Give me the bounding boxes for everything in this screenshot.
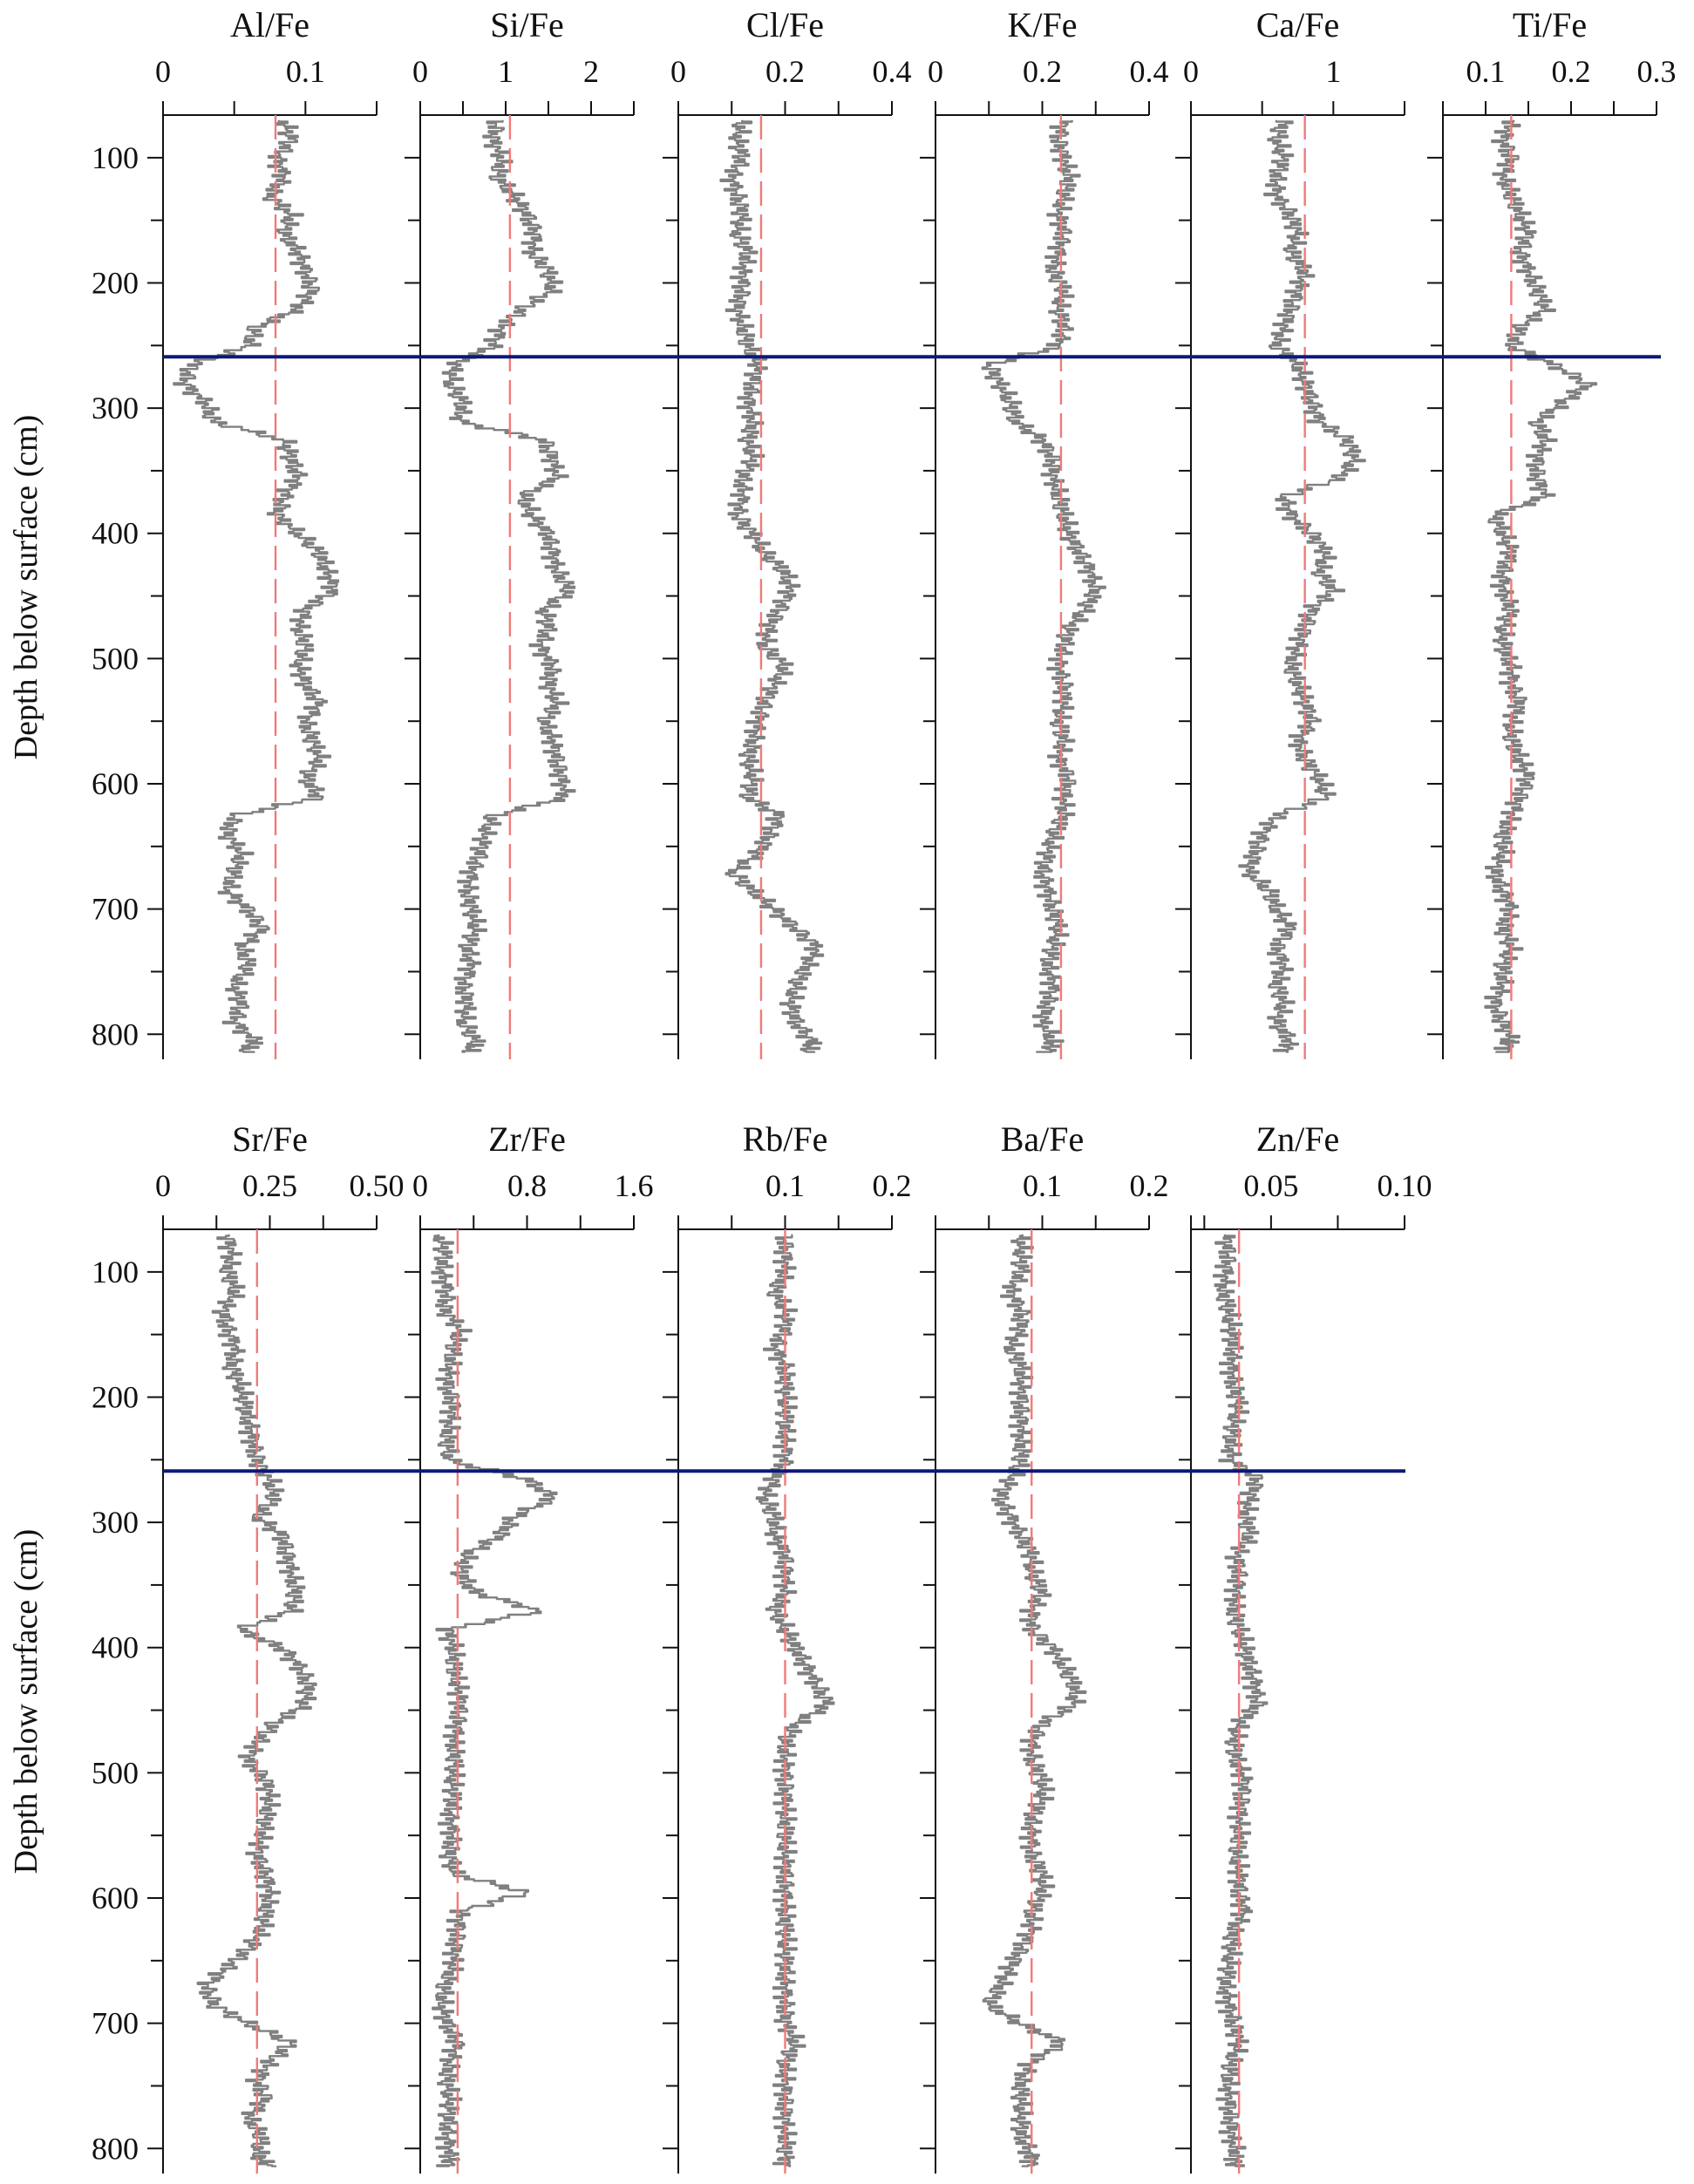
panel-ba-fe: Ba/Fe 0.1 0.2 (920, 1119, 1169, 2174)
x-tick-label: 1.6 (615, 1168, 654, 1203)
ratio-profile-line (719, 119, 825, 1053)
y-tick-label: 400 (92, 516, 139, 551)
panel-si-fe: Si/Fe 0 1 2 (405, 5, 635, 1059)
y-tick-label: 700 (92, 2006, 139, 2041)
x-tick-label: 0.4 (873, 54, 912, 89)
x-tick-label: 0.1 (1466, 54, 1506, 89)
x-tick-label: 0 (155, 1168, 171, 1203)
x-tick-label: 0.2 (1023, 54, 1062, 89)
x-tick-label: 0.10 (1378, 1168, 1432, 1203)
panel-ca-fe: Ca/Fe 0 1 (1175, 5, 1405, 1059)
x-tick-label: 0 (412, 1168, 428, 1203)
y-tick-label: 800 (92, 1017, 139, 1051)
x-tick-label: 0.2 (1130, 1168, 1169, 1203)
x-tick-label: 0 (928, 54, 943, 89)
y-tick-label: 700 (92, 892, 139, 927)
y-tick-label: 100 (92, 140, 139, 175)
panel-zr-fe: Zr/Fe 0 0.8 1.6 (405, 1119, 654, 2174)
ratio-profile-line (173, 119, 340, 1053)
panel-rb-fe: Rb/Fe 0.1 0.2 (663, 1119, 912, 2174)
panel-title: Ti/Fe (1513, 5, 1587, 44)
y-tick-label: 500 (92, 1755, 139, 1790)
y-tick-label: 600 (92, 766, 139, 801)
panel-title: Al/Fe (230, 5, 310, 44)
panel-title: Zr/Fe (488, 1119, 566, 1159)
x-tick-label: 0.50 (350, 1168, 405, 1203)
panel-k-fe: K/Fe 0 0.2 0.4 (920, 5, 1169, 1059)
ratio-profile-line (981, 119, 1106, 1053)
ratio-profile-line (196, 1234, 317, 2167)
x-tick-label: 0.2 (1552, 54, 1591, 89)
x-tick-label: 0.2 (765, 54, 805, 89)
x-tick-label: 2 (583, 54, 599, 89)
y-tick-label: 400 (92, 1630, 139, 1665)
panel-title: K/Fe (1008, 5, 1078, 44)
ratio-profile-line (431, 1234, 558, 2167)
ratio-profile-line (1238, 119, 1366, 1053)
panel-title: Cl/Fe (746, 5, 824, 44)
panel-title: Ba/Fe (1001, 1119, 1085, 1159)
x-tick-label: 0 (1183, 54, 1199, 89)
x-tick-label: 1 (498, 54, 514, 89)
panel-title: Sr/Fe (232, 1119, 308, 1159)
y-tick-label: 600 (92, 1881, 139, 1915)
y-tick-label: 300 (92, 391, 139, 425)
y-tick-label: 200 (92, 1379, 139, 1414)
panel-ti-fe: Ti/Fe0.1 0.2 0.3 (1427, 5, 1677, 1059)
y-tick-label: 300 (92, 1505, 139, 1540)
x-tick-label: 0.1 (765, 1168, 805, 1203)
ratio-profile-line (755, 1234, 835, 2167)
x-tick-label: 0.2 (873, 1168, 912, 1203)
y-tick-label: 800 (92, 2131, 139, 2166)
panel-title: Ca/Fe (1256, 5, 1340, 44)
x-tick-label: 0.8 (507, 1168, 547, 1203)
panel-al-fe: Al/Fe 0 0.1 100 200 300 400 500 600 700 800 (92, 5, 378, 1059)
x-tick-label: 0 (670, 54, 686, 89)
ratio-profile-line (1212, 1234, 1269, 2167)
x-tick-label: 0.4 (1130, 54, 1169, 89)
panel-zn-fe: Zn/Fe 0.05 0.10 (1175, 1119, 1432, 2174)
y-tick-label: 200 (92, 265, 139, 300)
ratio-profile-line (1484, 119, 1598, 1053)
panel-title: Si/Fe (490, 5, 563, 44)
x-tick-label: 0 (155, 54, 171, 89)
row-2: Depth below surface (cm) Sr/Fe 0 0.25 0.50 10… (8, 1119, 1432, 2174)
panel-title: Rb/Fe (743, 1119, 828, 1159)
row-1: Depth below surface (cm)Al/Fe0 0.11002003… (8, 5, 1677, 1059)
panel-sr-fe: Sr/Fe 0 0.25 0.50 100 200 300 400 500 600 700 800 (92, 1119, 405, 2174)
x-tick-label: 0.3 (1637, 54, 1677, 89)
y-axis-label: Depth below surface (cm) (8, 1529, 44, 1874)
ratio-profile-line (982, 1234, 1087, 2167)
x-tick-label: 0.1 (1023, 1168, 1062, 1203)
y-axis-label: Depth below surface (cm) (8, 415, 44, 760)
x-tick-label: 0 (412, 54, 428, 89)
x-tick-label: 0.25 (242, 1168, 297, 1203)
x-tick-label: 0.1 (286, 54, 325, 89)
x-tick-label: 1 (1325, 54, 1341, 89)
x-tick-label: 0.05 (1243, 1168, 1298, 1203)
y-tick-label: 500 (92, 641, 139, 676)
panel-title: Zn/Fe (1256, 1119, 1340, 1159)
panel-cl-fe: Cl/Fe 0 0.2 0.4 (663, 5, 912, 1059)
y-tick-label: 100 (92, 1255, 139, 1289)
ratio-profile-line (441, 119, 576, 1053)
